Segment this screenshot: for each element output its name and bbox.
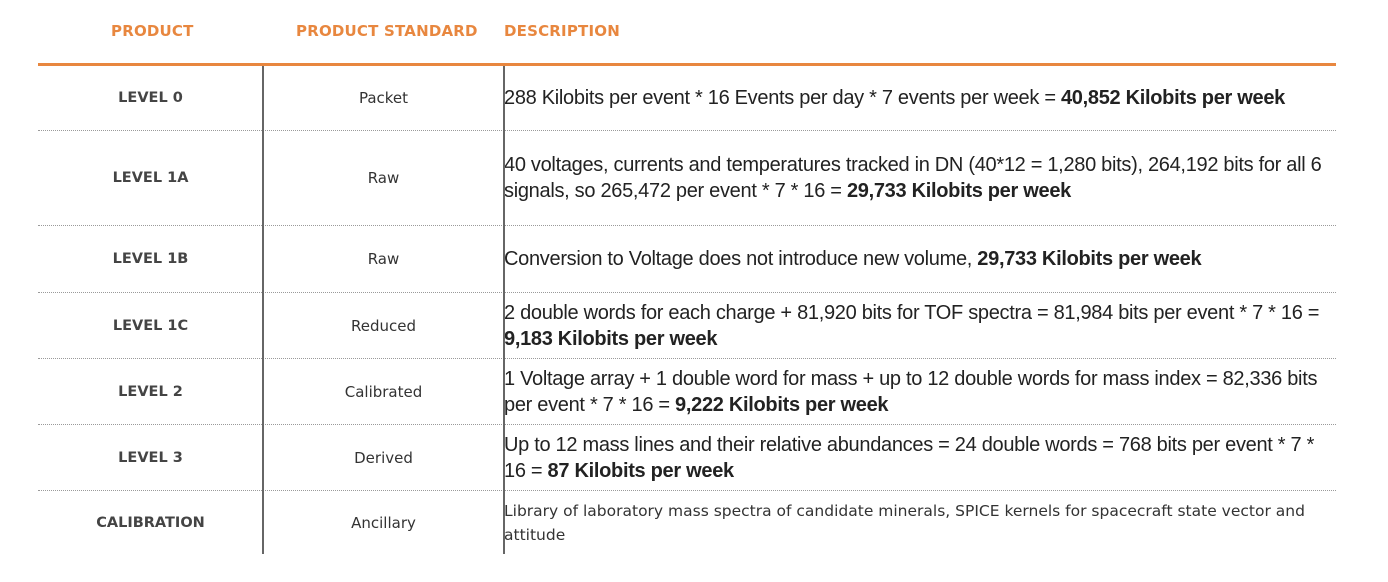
description-cell: Conversion to Voltage does not introduce… [504,246,1336,272]
column-divider [503,66,505,554]
description-cell: 2 double words for each charge + 81,920 … [504,300,1336,352]
product-cell: LEVEL 1B [112,251,189,267]
table-row: CALIBRATION Ancillary Library of laborat… [38,491,1336,555]
description-total: 9,222 Kilobits per week [675,393,889,416]
description-cell: Up to 12 mass lines and their relative a… [504,432,1336,484]
header-product-standard: PRODUCT STANDARD [296,22,478,40]
description-total: 29,733 Kilobits per week [977,248,1202,270]
standard-cell: Ancillary [351,514,416,532]
description-total: 29,733 Kilobits per week [846,180,1071,202]
table-row: LEVEL 0 Packet 288 Kilobits per event * … [38,66,1336,131]
description-cell: 40 voltages, currents and temperatures t… [504,152,1336,204]
product-cell: LEVEL 2 [118,383,183,400]
header-description: DESCRIPTION [504,22,620,40]
description-text: Library of laboratory mass spectra of ca… [504,502,1305,544]
table-row: LEVEL 1B Raw Conversion to Voltage does … [38,226,1336,293]
description-text: Up to 12 mass lines and their relative a… [504,433,1315,482]
product-cell: LEVEL 1C [112,317,189,334]
description-cell: 1 Voltage array + 1 double word for mass… [504,366,1336,418]
description-total: 87 Kilobits per week [547,459,735,482]
standard-cell: Raw [367,250,400,268]
table-header: PRODUCT PRODUCT STANDARD DESCRIPTION [38,0,1336,63]
description-text: 2 double words for each charge + 81,920 … [504,301,1320,324]
description-cell: 288 Kilobits per event * 16 Events per d… [504,85,1336,111]
description-total: 40,852 Kilobits per week [1060,87,1285,109]
header-product: PRODUCT [111,22,194,40]
standard-cell: Derived [354,448,413,467]
description-text: 1 Voltage array + 1 double word for mass… [504,367,1318,416]
standard-cell: Calibrated [344,382,423,401]
standard-cell: Packet [358,89,409,107]
product-cell: LEVEL 1A [112,170,189,186]
description-text: 40 voltages, currents and temperatures t… [504,154,1322,202]
description-text: 288 Kilobits per event * 16 Events per d… [504,87,1061,109]
product-cell: CALIBRATION [96,515,205,531]
column-divider [262,66,264,554]
table-row: LEVEL 1C Reduced 2 double words for each… [38,293,1336,359]
product-cell: LEVEL 0 [118,90,183,106]
data-products-table: PRODUCT PRODUCT STANDARD DESCRIPTION LEV… [38,0,1336,555]
table-row: LEVEL 1A Raw 40 voltages, currents and t… [38,131,1336,226]
table-row: LEVEL 3 Derived Up to 12 mass lines and … [38,425,1336,491]
table-row: LEVEL 2 Calibrated 1 Voltage array + 1 d… [38,359,1336,425]
description-cell: Library of laboratory mass spectra of ca… [504,499,1336,547]
header-divider [38,63,1336,66]
standard-cell: Raw [367,169,400,187]
description-total: 9,183 Kilobits per week [504,327,718,350]
description-text: Conversion to Voltage does not introduce… [504,248,978,270]
product-cell: LEVEL 3 [118,449,183,466]
standard-cell: Reduced [350,316,416,335]
